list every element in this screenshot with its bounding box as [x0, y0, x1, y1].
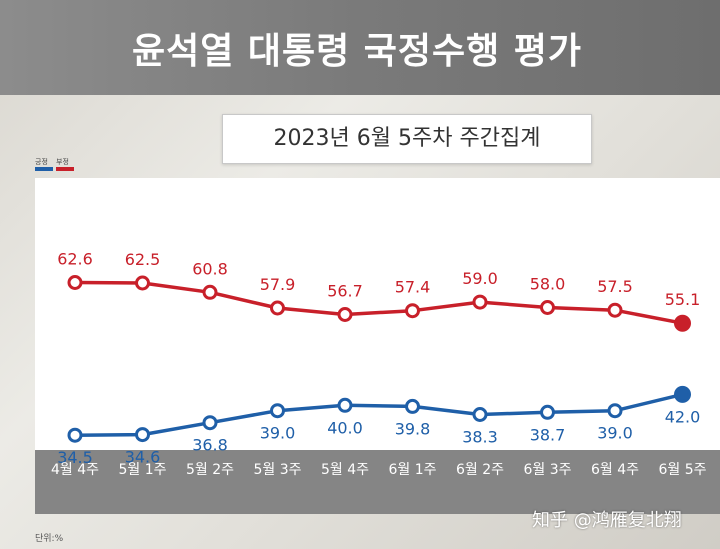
legend-label-negative: 부정: [56, 158, 69, 166]
data-point-negative: [540, 300, 555, 315]
data-point-positive: [135, 427, 150, 443]
data-label-positive: 34.5: [57, 448, 93, 467]
data-label-positive: 34.6: [125, 448, 161, 467]
data-point-positive: [202, 415, 218, 431]
x-tick-label: 5월 3주: [253, 462, 301, 478]
data-point-positive: [607, 403, 623, 419]
data-label-negative: 57.4: [395, 278, 431, 297]
data-label-positive: 39.8: [395, 419, 431, 438]
data-point-negative: [270, 300, 285, 316]
subtitle-box: 2023년 6월 5주차 주간집계: [222, 114, 592, 164]
data-label-negative: 57.9: [260, 275, 296, 294]
data-point-negative: [67, 275, 83, 290]
legend-label-positive: 긍정: [35, 158, 48, 166]
x-tick-label: 5월 1주: [118, 462, 166, 478]
data-point-negative: [674, 314, 691, 332]
data-label-negative: 59.0: [462, 269, 498, 288]
data-point-positive: [674, 385, 691, 403]
data-label-positive: 36.8: [192, 436, 228, 455]
legend-swatch-positive: [35, 167, 53, 171]
data-label-negative: 62.5: [125, 250, 161, 269]
title-bar: 윤석열 대통령 국정수행 평가: [0, 0, 720, 95]
data-point-negative: [607, 302, 623, 318]
x-axis-strip: [35, 450, 720, 514]
data-point-positive: [67, 427, 83, 443]
data-label-negative: 56.7: [327, 282, 363, 301]
series-line-positive: [74, 392, 683, 437]
data-label-negative: 60.8: [192, 259, 228, 278]
unit-label: 단위:%: [35, 534, 64, 544]
series-line-negative: [74, 280, 683, 325]
data-point-negative: [135, 275, 150, 291]
data-point-negative: [472, 294, 488, 310]
page-title: 윤석열 대통령 국정수행 평가: [132, 31, 583, 72]
x-tick-label: 4월 4주: [51, 462, 99, 478]
chart-subtitle: 2023년 6월 5주차 주간집계: [273, 126, 541, 151]
x-tick-label: 6월 1주: [388, 462, 436, 478]
legend-swatch-negative: [56, 167, 74, 171]
x-tick-label: 6월 4주: [591, 462, 639, 478]
x-tick-label: 6월 2주: [456, 462, 504, 478]
data-label-positive: 42.0: [665, 407, 701, 426]
data-label-negative: 57.5: [597, 277, 633, 296]
watermark: 知乎 @鸿雁复北翔: [532, 510, 682, 531]
data-point-negative: [202, 284, 218, 300]
data-label-positive: 38.3: [462, 428, 498, 447]
x-tick-label: 6월 3주: [523, 462, 571, 478]
x-tick-label: 5월 2주: [186, 462, 234, 478]
x-tick-label: 5월 4주: [321, 462, 369, 478]
data-point-negative: [337, 307, 353, 322]
data-point-positive: [472, 407, 488, 422]
data-label-positive: 39.0: [260, 424, 296, 443]
data-point-positive: [405, 398, 420, 414]
data-point-positive: [540, 404, 555, 420]
data-label-positive: 38.7: [530, 425, 566, 444]
data-label-negative: 55.1: [665, 290, 701, 309]
data-label-negative: 62.6: [57, 250, 93, 269]
data-point-positive: [337, 397, 353, 413]
data-point-positive: [270, 403, 285, 419]
data-label-positive: 40.0: [327, 418, 363, 437]
data-label-positive: 39.0: [597, 424, 633, 443]
x-tick-label: 6월 5주: [658, 462, 706, 478]
data-label-negative: 58.0: [530, 275, 566, 294]
data-point-negative: [405, 303, 420, 319]
